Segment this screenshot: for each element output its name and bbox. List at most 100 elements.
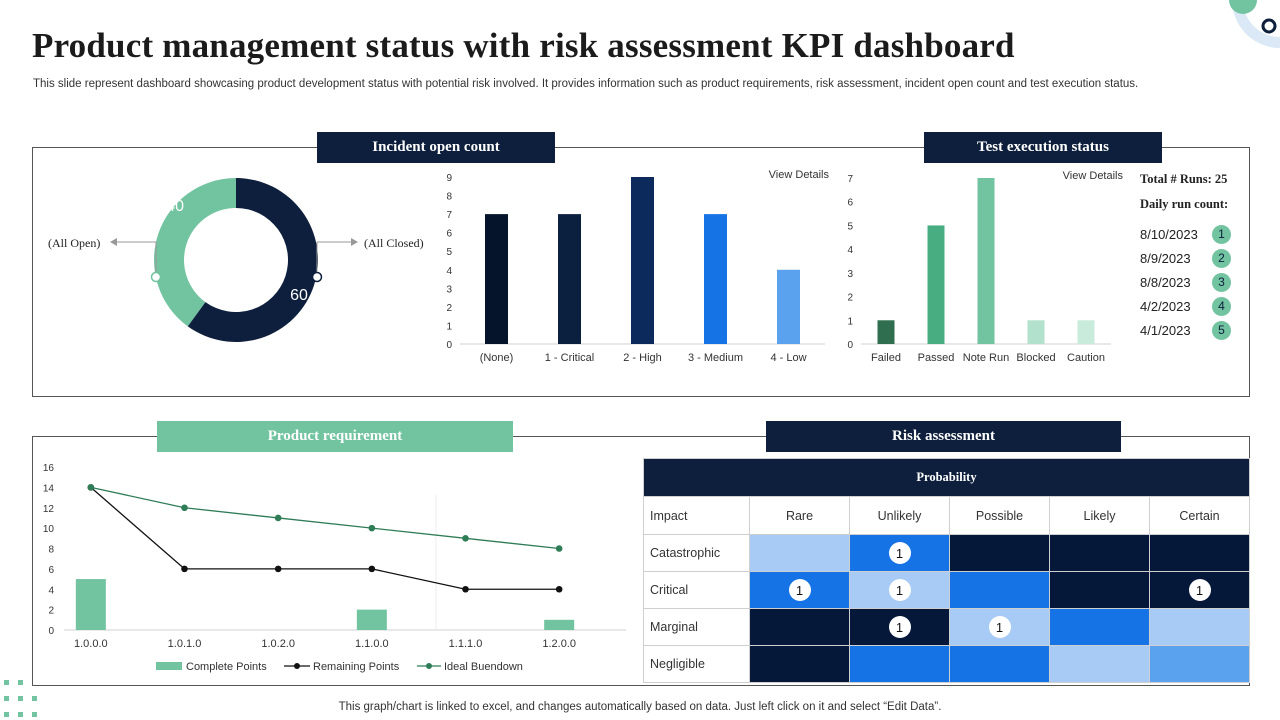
series-point[interactable] — [462, 535, 469, 542]
risk-cell[interactable]: 1 — [849, 608, 950, 646]
risk-cell[interactable] — [1049, 571, 1150, 609]
series-point[interactable] — [274, 514, 282, 522]
y-tick-label: 16 — [43, 463, 55, 474]
series-point[interactable] — [87, 484, 95, 491]
bar[interactable] — [631, 177, 654, 344]
risk-cell[interactable] — [949, 534, 1050, 572]
series-point[interactable] — [555, 545, 563, 552]
y-tick-label: 1 — [847, 316, 853, 327]
series-point[interactable] — [368, 524, 376, 532]
risk-count-badge: 1 — [888, 579, 911, 601]
legend-remaining-points: Remaining Points — [313, 661, 400, 673]
risk-cell[interactable] — [1149, 645, 1250, 683]
risk-cell[interactable] — [749, 608, 850, 646]
run-count-badge: 5 — [1212, 320, 1231, 340]
risk-cell[interactable] — [1049, 645, 1150, 683]
y-tick-label: 5 — [446, 247, 452, 258]
donut-marker-closed — [311, 271, 323, 283]
risk-cell[interactable] — [1049, 534, 1150, 572]
donut-slice-open[interactable] — [154, 178, 236, 327]
bar[interactable] — [485, 214, 508, 344]
complete-points-bar[interactable] — [544, 619, 575, 630]
y-tick-label: 2 — [847, 293, 853, 304]
y-tick-label: 12 — [43, 504, 55, 515]
x-tick-label: 1.1.1.0 — [449, 638, 483, 650]
risk-count-badge: 1 — [988, 616, 1011, 638]
column-header: Unlikely — [849, 496, 950, 535]
x-tick-label: 1.2.0.0 — [542, 638, 576, 650]
risk-assessment-label: Risk assessment — [766, 421, 1121, 452]
y-tick-label: 9 — [446, 173, 452, 184]
series-point[interactable] — [274, 565, 282, 573]
complete-points-bar[interactable] — [356, 609, 387, 630]
bar[interactable] — [1027, 320, 1045, 344]
x-tick-label: 1.0.0.0 — [74, 638, 108, 650]
y-tick-label: 3 — [847, 269, 853, 280]
incident-open-count-label: Incident open count — [317, 132, 555, 163]
risk-cell[interactable] — [1149, 608, 1250, 646]
run-date: 4/1/2023 — [1140, 322, 1191, 338]
donut-marker-open — [150, 271, 162, 283]
donut-slice-closed[interactable] — [187, 178, 318, 342]
risk-cell[interactable] — [1049, 608, 1150, 646]
column-header: Likely — [1049, 496, 1150, 535]
x-tick-label: Failed — [871, 352, 901, 364]
legend-marker-remaining — [294, 663, 300, 669]
risk-cell[interactable]: 1 — [749, 571, 850, 609]
bar[interactable] — [1077, 320, 1095, 344]
y-tick-label: 6 — [847, 198, 853, 209]
view-details-link[interactable]: View Details — [769, 169, 830, 181]
run-count-badge: 4 — [1212, 296, 1231, 316]
risk-row: Catastrophic 1 — [643, 534, 1250, 572]
view-details-link-test[interactable]: View Details — [1063, 170, 1124, 182]
series-point[interactable] — [181, 504, 188, 512]
x-tick-label: 1.1.0.0 — [355, 638, 389, 650]
series-point[interactable] — [368, 565, 376, 573]
x-tick-label: 2 - High — [623, 352, 662, 364]
series-point[interactable] — [181, 565, 188, 573]
risk-cell[interactable]: 1 — [1149, 571, 1250, 609]
series-point[interactable] — [555, 585, 563, 593]
risk-cell[interactable]: 1 — [849, 534, 950, 572]
footnote: This graph/chart is linked to excel, and… — [338, 701, 942, 713]
risk-cell[interactable] — [749, 645, 850, 683]
risk-cell[interactable] — [949, 645, 1050, 683]
bar[interactable] — [927, 225, 945, 344]
y-tick-label: 7 — [847, 174, 853, 185]
x-tick-label: 1 - Critical — [545, 352, 595, 364]
risk-cell[interactable] — [749, 534, 850, 572]
risk-row: Negligible — [643, 645, 1250, 683]
bar[interactable] — [877, 320, 895, 344]
donut-closed-value: 60 — [290, 287, 308, 304]
bar[interactable] — [704, 214, 727, 344]
y-tick-label: 5 — [847, 221, 853, 232]
x-tick-label: 1.0.2.0 — [261, 638, 295, 650]
risk-cell[interactable] — [1149, 534, 1250, 572]
probability-header: Probability — [643, 458, 1250, 497]
product-requirement-chart: 0 2 4 6 8 10 12 14 16 1.0.0.0 1.0.1.0 1.0.2.0 1.1.0… — [43, 463, 626, 673]
incident-donut-chart: 40 60 (All Open) (All Closed) — [48, 178, 424, 342]
impact-row-label: Marginal — [643, 608, 750, 646]
run-row: 4/2/2023 4 — [1140, 294, 1250, 318]
run-row: 8/8/2023 3 — [1140, 270, 1250, 294]
run-date: 4/2/2023 — [1140, 298, 1191, 314]
risk-cell[interactable] — [849, 645, 950, 683]
bar[interactable] — [977, 178, 995, 344]
page-subtitle: This slide represent dashboard showcasin… — [33, 78, 1139, 90]
y-tick-label: 8 — [48, 545, 54, 556]
daily-run-count-label: Daily run count: — [1140, 197, 1229, 211]
y-tick-label: 4 — [446, 266, 452, 277]
run-date: 8/8/2023 — [1140, 274, 1191, 290]
risk-cell[interactable]: 1 — [949, 608, 1050, 646]
bar[interactable] — [777, 269, 800, 344]
incident-bar-chart: View Details 0 1 2 3 4 5 6 7 8 9 (None) 1 - Critic… — [446, 169, 830, 364]
risk-cell[interactable]: 1 — [849, 571, 950, 609]
y-tick-label: 8 — [446, 192, 452, 203]
x-tick-label: 1.0.1.0 — [168, 638, 202, 650]
column-header: Certain — [1149, 496, 1250, 535]
series-point[interactable] — [462, 585, 469, 593]
complete-points-bar[interactable] — [75, 579, 106, 630]
bar[interactable] — [558, 214, 581, 344]
corner-decoration — [1229, 0, 1280, 48]
risk-cell[interactable] — [949, 571, 1050, 609]
